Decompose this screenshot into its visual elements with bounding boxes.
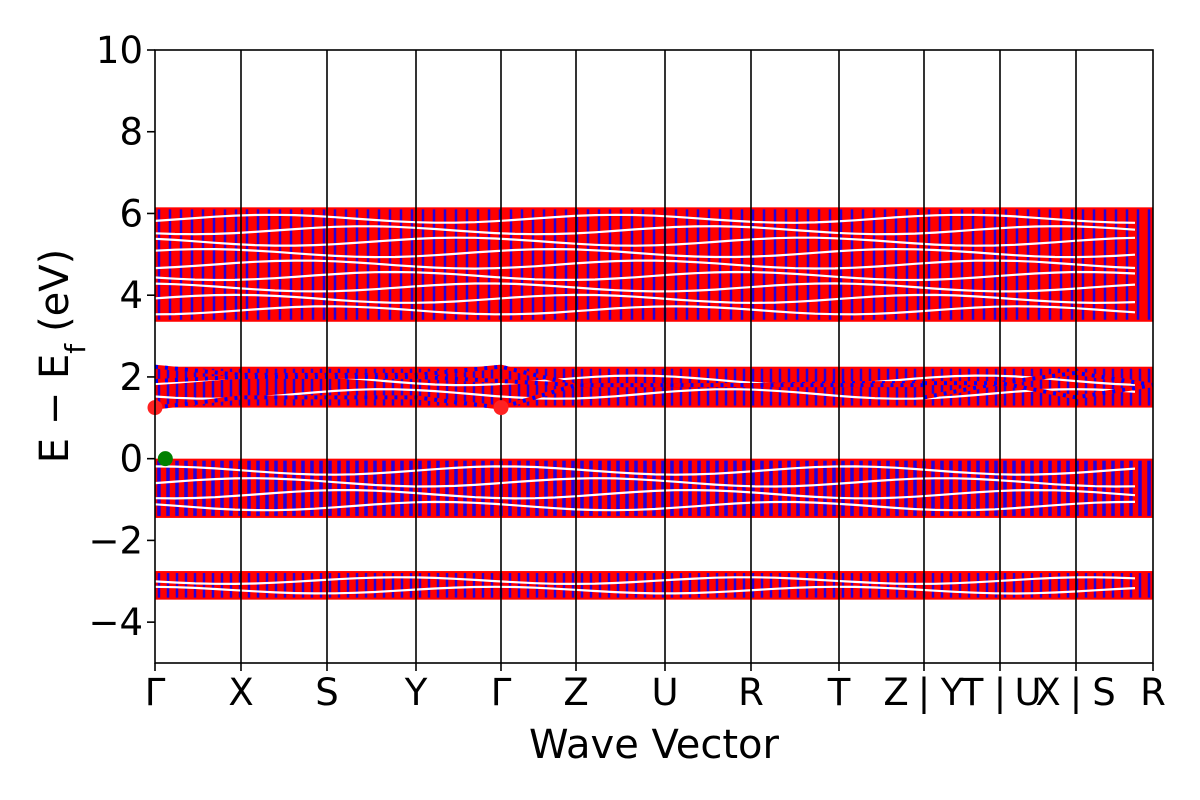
y-tick-label: −2 <box>88 519 143 562</box>
y-axis-title: E − Ef (eV) <box>32 249 92 464</box>
gap-band-line <box>154 383 924 410</box>
x-tick-label: | <box>994 671 1006 714</box>
y-tick-label: 4 <box>119 274 143 317</box>
y-tick-label: 10 <box>96 29 143 72</box>
x-tick-label: Γ <box>491 671 512 714</box>
band-gap-line <box>154 213 1136 224</box>
x-tick-label: T <box>827 671 851 714</box>
x-tick-label: Y <box>404 671 428 714</box>
band-gap-line <box>154 576 1136 586</box>
x-tick-label: U <box>651 671 678 714</box>
y-axis-ticks: −4 −2 0 2 4 6 8 10 <box>88 29 155 644</box>
band-gap-line <box>154 293 1136 305</box>
vbm-marker <box>157 451 173 467</box>
plot-frame <box>154 49 1154 664</box>
band-group <box>154 207 1153 322</box>
band-group <box>154 458 1153 518</box>
band-gap-line <box>154 282 1136 293</box>
x-tick-label: S <box>1092 671 1116 714</box>
band-gap-line <box>154 477 1136 488</box>
x-tick-label: | <box>918 671 930 714</box>
x-tick-label: X <box>1035 671 1060 714</box>
band-gap-line <box>154 488 1136 500</box>
x-tick-label: Z <box>563 671 588 714</box>
band-gap-line <box>154 259 1136 270</box>
y-tick-label: 8 <box>119 111 143 154</box>
x-tick-label: R <box>1140 671 1166 714</box>
cbm-marker <box>493 400 509 416</box>
x-axis-ticks: Γ X S Y Γ Z U R T Z | YT | UX | S R <box>145 663 1166 714</box>
x-tick-label: Y <box>940 671 964 714</box>
band-gap-line <box>154 305 1136 316</box>
gap-bands <box>154 364 1154 410</box>
y-tick-label: 6 <box>119 192 143 235</box>
y-tick-label: −4 <box>88 601 143 644</box>
x-tick-label: Γ <box>145 671 166 714</box>
bands-layer <box>154 207 1154 600</box>
y-axis-title-main: E − E <box>32 354 78 464</box>
gap-band-projection <box>924 381 1154 400</box>
band-gap-line <box>154 585 1136 595</box>
y-axis-title-unit: (eV) <box>32 249 78 332</box>
band-gap-line <box>154 465 1136 476</box>
x-tick-label: T <box>960 671 984 714</box>
kpath-lines <box>240 50 1077 663</box>
y-tick-label: 0 <box>119 438 143 481</box>
band-group <box>154 571 1153 600</box>
band-gap-line <box>154 247 1136 259</box>
band-gap-line <box>154 388 1136 400</box>
x-tick-label: U <box>1014 671 1041 714</box>
x-tick-label: Z <box>883 671 908 714</box>
x-axis-title: Wave Vector <box>529 722 780 768</box>
x-tick-label: X <box>228 671 253 714</box>
y-tick-label: 2 <box>119 356 143 399</box>
x-tick-label: | <box>1070 671 1082 714</box>
x-tick-label: R <box>738 671 764 714</box>
band-gap-line <box>154 500 1136 512</box>
band-group <box>154 366 1153 408</box>
band-gap-line <box>154 225 1136 236</box>
band-gap-line <box>154 270 1136 282</box>
markers-layer <box>147 400 509 467</box>
x-tick-label: S <box>315 671 339 714</box>
gap-band-line <box>923 370 1154 400</box>
band-gap-line <box>154 236 1136 247</box>
y-axis-title-sub: f <box>59 343 92 354</box>
svg-text:E − Ef(eV): E − Ef (eV) <box>32 249 92 464</box>
